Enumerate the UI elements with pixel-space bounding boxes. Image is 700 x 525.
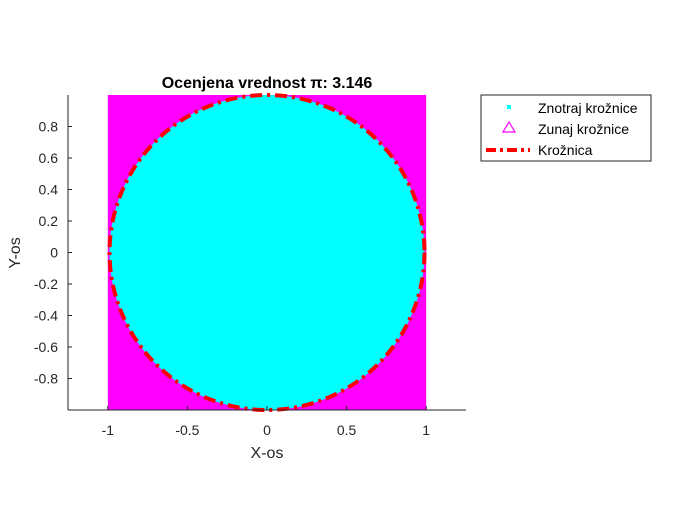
y-tick-label: 0.8 (39, 119, 59, 135)
x-ticks: -1 -0.5 0 0.5 1 (102, 406, 430, 438)
series-inside-points (109, 95, 425, 410)
axes: -1 -0.5 0 0.5 1 -0.8 -0.6 -0.4 -0.2 0 0.2 0.4 0.6 0.… (34, 95, 466, 438)
legend-label-outside: Zunaj krožnice (538, 121, 629, 137)
y-tick-label: -0.8 (34, 371, 58, 387)
legend-label-inside: Znotraj krožnice (538, 100, 638, 116)
chart-title: Ocenjena vrednost π: 3.146 (162, 75, 373, 92)
y-tick-label: -0.2 (34, 276, 58, 292)
series-circle-line (107, 93, 427, 412)
y-tick-label: 0.2 (39, 213, 59, 229)
x-tick-label: -1 (102, 422, 115, 438)
legend: Znotraj krožnice Zunaj krožnice Krožnica (480, 94, 652, 162)
legend-label-circle: Krožnica (538, 142, 593, 158)
legend-marker-outside (501, 120, 517, 133)
y-tick-label: 0.6 (39, 150, 59, 166)
legend-marker-inside (507, 105, 511, 109)
x-tick-label: -0.5 (175, 422, 199, 438)
y-tick-label: 0.4 (39, 182, 59, 198)
x-tick-label: 0 (263, 422, 271, 438)
x-tick-label: 0.5 (337, 422, 357, 438)
y-ticks: -0.8 -0.6 -0.4 -0.2 0 0.2 0.4 0.6 0.8 (34, 119, 72, 387)
x-axis-label: X-os (251, 445, 284, 462)
y-axis-label: Y-os (7, 237, 24, 268)
y-tick-label: 0 (50, 245, 58, 261)
y-tick-label: -0.4 (34, 308, 58, 324)
x-tick-label: 1 (422, 422, 430, 438)
y-tick-label: -0.6 (34, 339, 58, 355)
plot-area (107, 93, 427, 412)
